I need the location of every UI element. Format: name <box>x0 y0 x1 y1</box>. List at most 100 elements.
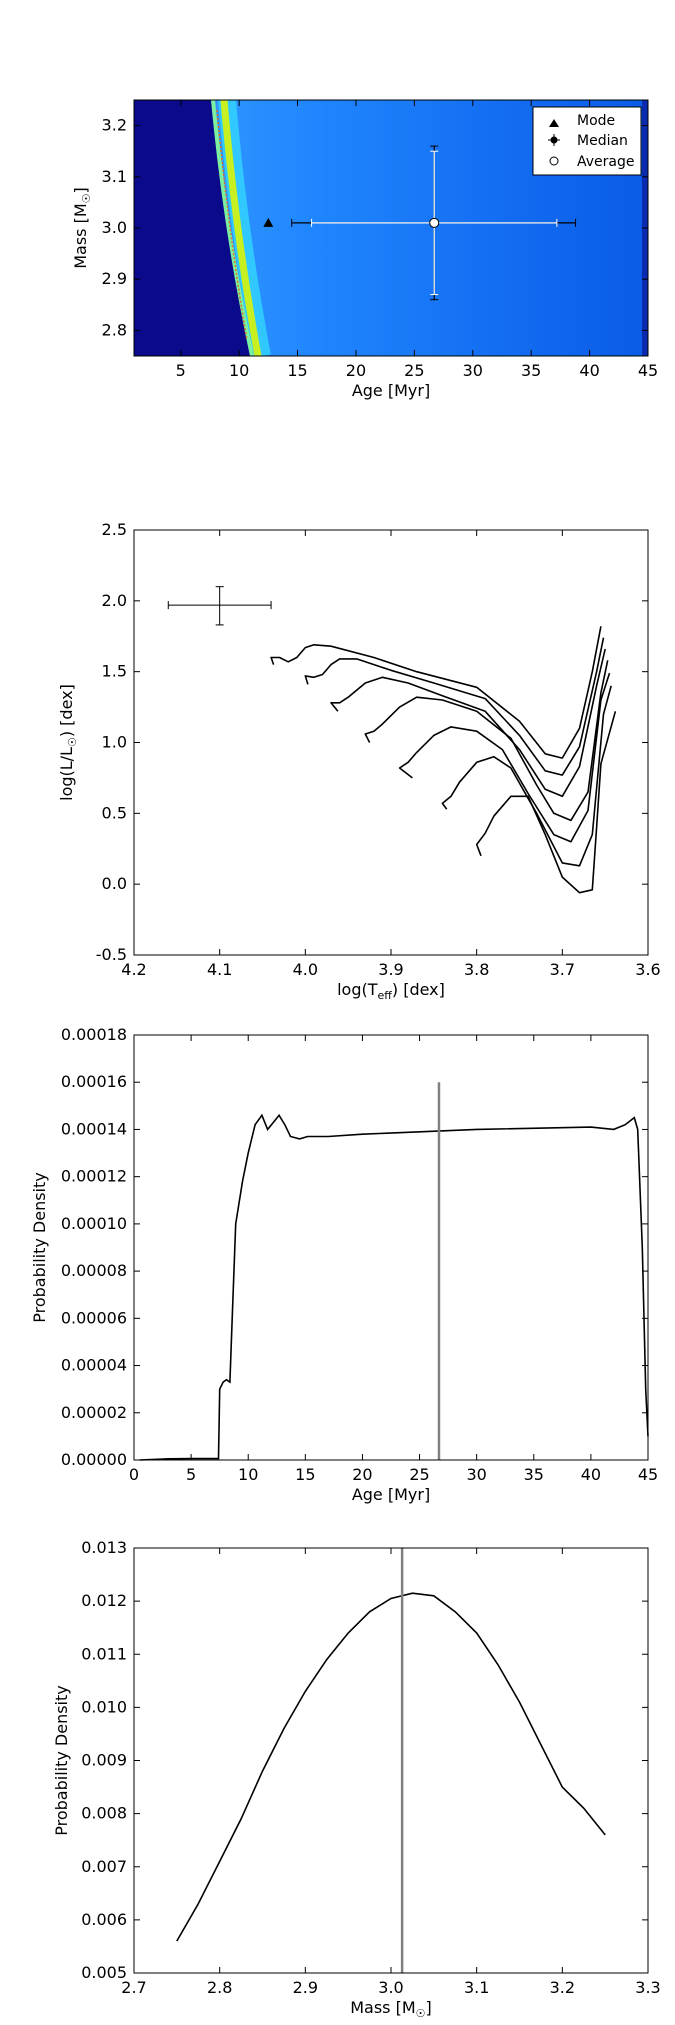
y-tick-label: 0.00014 <box>61 1119 127 1138</box>
hr-diagram-chart: 4.2 4.1 4.0 3.9 3.8 3.7 3.6 -0.5 0.0 0.5 1.0 1.5 2.0… <box>0 505 675 1010</box>
y-tick-label: 2.5 <box>102 520 127 539</box>
x-axis-label: Age [Myr] <box>352 381 430 400</box>
x-tick-label: 30 <box>463 361 483 380</box>
y-axis-label: Probability Density <box>30 1172 49 1323</box>
y-axis-label-end: ] <box>71 187 90 193</box>
mode-point <box>263 217 274 227</box>
x-tick-label: 3.9 <box>378 960 403 979</box>
heatmap-dark-region <box>134 100 252 356</box>
x-tick-label: 25 <box>404 361 424 380</box>
isochrone-line <box>398 672 611 843</box>
x-tick-label: 35 <box>524 1465 544 1484</box>
x-tick-label: 3.8 <box>464 960 489 979</box>
heatmap-ridge <box>220 100 262 356</box>
y-tick-label: 0.5 <box>102 803 127 822</box>
hr-diagram-svg: 4.2 4.1 4.0 3.9 3.8 3.7 3.6 -0.5 0.0 0.5 1.0 1.5 2.0… <box>57 520 661 1002</box>
y-tick-label: 0.009 <box>81 1751 127 1770</box>
heatmap-chart-age-mass: 5 10 15 20 25 30 35 40 45 2.8 2.9 3.0 3.1 3.2 Age [Myr… <box>0 0 675 430</box>
isochrone-line <box>270 626 602 759</box>
y-tick-label: 3.2 <box>102 116 127 135</box>
legend-average-label: Average <box>577 154 635 170</box>
x-axis-label: log(Teff) [dex] <box>337 980 445 1002</box>
y-tick-label: 3.1 <box>102 167 127 186</box>
y-tick-label: 0.006 <box>81 1910 127 1929</box>
age-probability-svg: 0 5 10 15 20 25 30 35 40 45 0.00000 0.00002 0.00004 0… <box>30 1025 658 1504</box>
x-tick-label: 3.6 <box>635 960 660 979</box>
y-tick-label: 2.8 <box>102 320 127 339</box>
y-tick-label: 0.00018 <box>61 1025 127 1044</box>
x-axis-label: Mass [M☉] <box>350 1998 432 2020</box>
x-tick-label: 20 <box>352 1465 372 1484</box>
x-tick-label: 3.3 <box>635 1978 660 1997</box>
y-axis-label-main: Probability Density <box>52 1685 71 1836</box>
y-tick-label: 0.00012 <box>61 1167 127 1186</box>
mass-probability-chart: 2.7 2.8 2.9 3.0 3.1 3.2 3.3 0.005 0.006 0.007 0.00… <box>0 1510 675 2025</box>
x-tick-label: 5 <box>186 1465 196 1484</box>
x-axis-label-sub: ☉ <box>416 2007 426 2020</box>
x-tick-label: 10 <box>229 361 249 380</box>
y-axis-label-sub: ☉ <box>80 193 93 203</box>
x-axis-label-main: log(T <box>337 980 378 999</box>
x-tick-label: 40 <box>581 1465 601 1484</box>
mass-probability-line <box>176 1592 606 1942</box>
legend: Mode Median Average <box>532 106 642 176</box>
y-tick-label: 0.00004 <box>61 1356 127 1375</box>
x-tick-label: 30 <box>466 1465 486 1484</box>
y-axis-label: Mass [M☉] <box>71 187 93 269</box>
y-tick-label: 3.0 <box>102 218 127 237</box>
isochrone-line <box>304 637 605 776</box>
x-tick-label: 3.7 <box>550 960 575 979</box>
plot-frame <box>133 1034 649 1461</box>
x-axis-label-main: Age [Myr] <box>352 1485 430 1504</box>
y-tick-label: 0.00010 <box>61 1214 127 1233</box>
y-tick-label: 0.007 <box>81 1857 127 1876</box>
isochrone-line <box>330 648 606 798</box>
x-axis-label-sub: eff <box>378 989 393 1002</box>
x-tick-label: 2.8 <box>207 1978 232 1997</box>
y-tick-label: 1.0 <box>102 733 127 752</box>
x-axis-label-main: Age [Myr] <box>352 381 430 400</box>
y-axis-label-main: Mass [M <box>71 203 90 268</box>
x-tick-label: 2.9 <box>293 1978 318 1997</box>
x-tick-label: 15 <box>287 361 307 380</box>
x-axis-label-main: Mass [M <box>350 1998 415 2017</box>
heatmap-ridge-inner <box>211 100 254 356</box>
y-tick-label: 0.00016 <box>61 1072 127 1091</box>
heatmap-ridge-core <box>216 109 248 341</box>
y-tick-label: -0.5 <box>96 945 127 964</box>
y-tick-label: 0.00008 <box>61 1261 127 1280</box>
y-axis-label-end: ) [dex] <box>57 684 76 737</box>
y-tick-label: 2.0 <box>102 591 127 610</box>
x-tick-label: 0 <box>129 1465 139 1484</box>
x-tick-label: 20 <box>346 361 366 380</box>
average-point <box>429 217 440 228</box>
legend-mode-label: Mode <box>577 113 615 129</box>
x-tick-label: 2.7 <box>121 1978 146 1997</box>
y-tick-label: 2.9 <box>102 269 127 288</box>
x-tick-label: 4.2 <box>121 960 146 979</box>
x-tick-label: 40 <box>579 361 599 380</box>
y-tick-label: 1.5 <box>102 662 127 681</box>
y-tick-label: 0.00006 <box>61 1308 127 1327</box>
isochrone-line <box>475 711 617 894</box>
x-axis-label-end: ) [dex] <box>392 980 445 999</box>
isochrone-line <box>441 685 612 867</box>
x-tick-label: 4.0 <box>293 960 318 979</box>
legend-median-label: Median <box>577 133 628 149</box>
age-probability-chart: 0 5 10 15 20 25 30 35 40 45 0.00000 0.00002 0.00004 0… <box>0 1010 675 1510</box>
isochrone-line <box>364 660 609 822</box>
x-tick-label: 45 <box>638 361 658 380</box>
y-axis-label: log(L/L☉) [dex] <box>57 684 79 801</box>
x-tick-label: 35 <box>521 361 541 380</box>
x-tick-label: 5 <box>176 361 186 380</box>
plot-frame <box>133 1547 649 1974</box>
x-tick-label: 25 <box>409 1465 429 1484</box>
y-tick-label: 0.005 <box>81 1963 127 1982</box>
x-tick-label: 3.2 <box>550 1978 575 1997</box>
y-tick-label: 0.012 <box>81 1591 127 1610</box>
y-tick-label: 0.00002 <box>61 1403 127 1422</box>
y-axis-label-main: log(L/L <box>57 747 76 801</box>
y-tick-label: 0.011 <box>81 1644 127 1663</box>
age-probability-line <box>139 1113 649 1461</box>
x-tick-label: 15 <box>295 1465 315 1484</box>
